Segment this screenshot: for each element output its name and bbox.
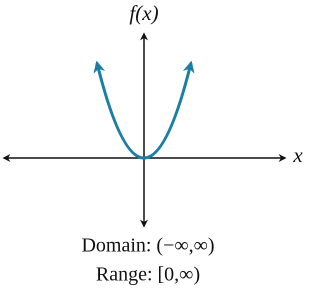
x-axis-label: x xyxy=(292,143,303,167)
domain-text: Domain: (−∞,∞) xyxy=(81,235,214,257)
y-axis-label: f(x) xyxy=(129,1,158,25)
range-text: Range: [0,∞) xyxy=(96,264,200,286)
parabola xyxy=(93,60,195,160)
diagram: f(x) x Domain: (−∞,∞) Range: [0,∞) xyxy=(2,1,303,286)
